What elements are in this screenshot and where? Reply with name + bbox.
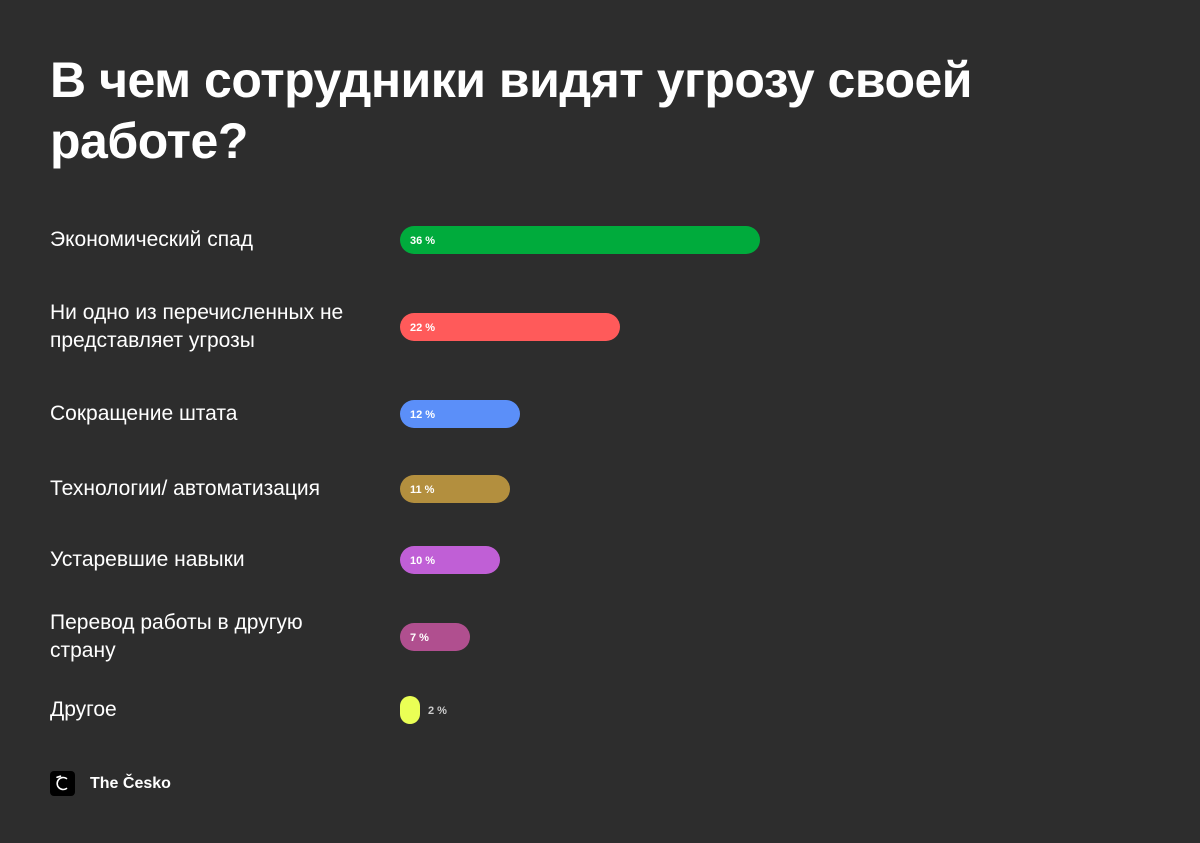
bar	[400, 313, 620, 341]
bar	[400, 226, 760, 254]
value-label: 10 %	[410, 555, 436, 567]
category-label: Устаревшие навыки	[50, 548, 245, 571]
value-label: 12 %	[410, 409, 436, 421]
chart-title: В чем сотрудники видят угрозу своей рабо…	[50, 52, 973, 169]
bar	[400, 475, 510, 503]
bar	[400, 623, 470, 651]
brand-name: The Česko	[90, 774, 171, 792]
category-label: Перевод работы в другую страну	[50, 611, 303, 662]
value-label: 22 %	[410, 322, 436, 334]
category-label: Экономический спад	[50, 228, 254, 251]
value-label: 11 %	[410, 484, 435, 496]
brand[interactable]: The Česko	[50, 771, 171, 796]
category-label: Сокращение штата	[50, 402, 238, 425]
bar	[400, 696, 420, 724]
category-label: Ни одно из перечисленных не представляет…	[50, 301, 344, 352]
value-label: 7 %	[410, 632, 429, 644]
bar	[400, 400, 520, 428]
the-cesko-logo-icon	[50, 771, 75, 796]
bar	[400, 546, 500, 574]
category-label: Другое	[50, 698, 117, 721]
category-label: Технологии/ автоматизация	[50, 477, 321, 500]
value-label: 2 %	[428, 705, 447, 717]
value-label: 36 %	[410, 235, 436, 247]
